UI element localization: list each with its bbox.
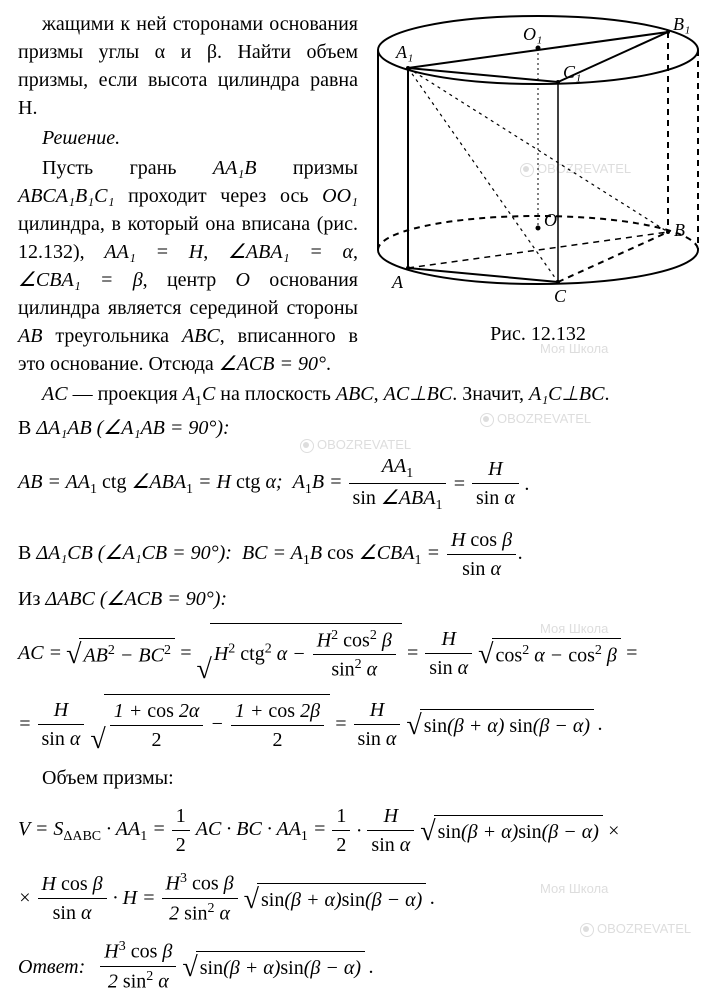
eq-ab-a1b: AB = AA1 ctg ∠ABA1 = H ctg α; A1B = AA1s… bbox=[18, 452, 708, 516]
svg-text:O: O bbox=[544, 210, 557, 230]
figure-caption: Рис. 12.132 bbox=[368, 320, 708, 348]
eq-ac-line1: AC = √AB2 − BC2 = √ H2 ctg2 α − H2 cos2 … bbox=[18, 623, 708, 684]
svg-text:A: A bbox=[391, 272, 404, 292]
svg-text:B₁: B₁ bbox=[673, 14, 690, 34]
svg-text:C: C bbox=[554, 286, 567, 306]
svg-text:A₁: A₁ bbox=[395, 42, 413, 62]
svg-text:C₁: C₁ bbox=[563, 62, 581, 82]
eq-vol-line1: V = SΔABC · AA1 = 12 AC · BC · AA1 = 12 … bbox=[18, 802, 708, 859]
eq-vol-line2: × H cos βsin α · H = H3 cos β2 sin2 α √s… bbox=[18, 869, 708, 927]
svg-text:O₁: O₁ bbox=[523, 24, 542, 44]
tri-a1cb-label: В ΔA₁CB (∠A₁CB = 90°): BC = A1B cos ∠CBA… bbox=[18, 526, 708, 583]
answer-line: Ответ: H3 cos β2 sin2 α √sin(β + α)sin(β… bbox=[18, 937, 708, 995]
figure-12-132: A₁ B₁ C₁ O₁ A B C O Рис. 12.132 bbox=[368, 10, 708, 348]
volume-label: Объем призмы: bbox=[18, 764, 708, 792]
tri-abc-label: Из ΔABC (∠ACB = 90°): bbox=[18, 585, 708, 613]
svg-text:B: B bbox=[674, 220, 685, 240]
para-projection: AC — проекция A1C на плоскость ABC, AC⊥B… bbox=[18, 380, 708, 412]
page-content: A₁ B₁ C₁ O₁ A B C O Рис. 12.132 жащими к… bbox=[18, 10, 708, 996]
eq-ac-line2: = Hsin α √ 1 + cos 2α2 − 1 + cos 2β2 = H… bbox=[18, 694, 708, 754]
tri-a1ab-label: В ΔA₁AB (∠A₁AB = 90°): bbox=[18, 414, 708, 442]
cylinder-prism-diagram: A₁ B₁ C₁ O₁ A B C O bbox=[368, 10, 708, 310]
